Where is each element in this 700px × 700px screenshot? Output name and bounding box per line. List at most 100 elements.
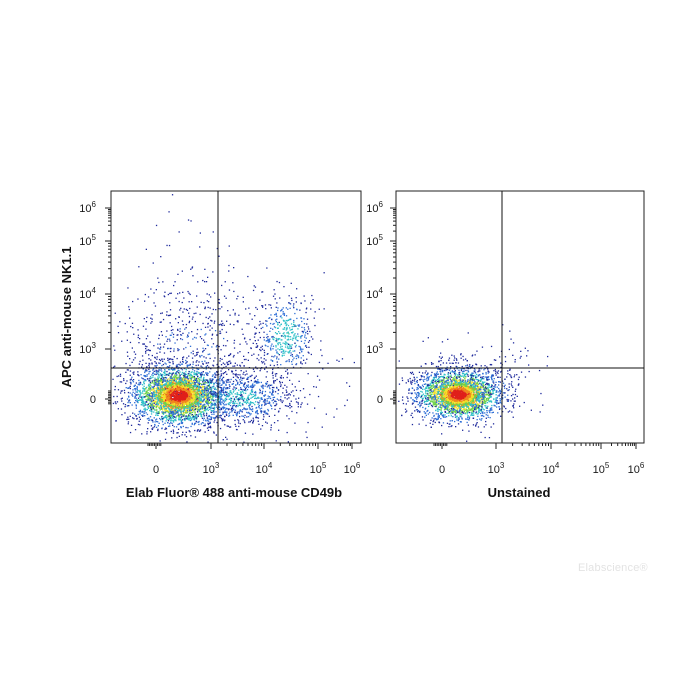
left-event-point <box>220 388 223 390</box>
left-event-point <box>206 400 208 402</box>
left-event-point <box>204 424 206 427</box>
left-event-point <box>242 333 244 335</box>
left-event-point <box>175 297 177 299</box>
left-event-point <box>216 396 218 398</box>
left-event-point <box>278 358 280 360</box>
left-event-point <box>188 383 190 385</box>
left-event-point <box>167 347 169 350</box>
left-event-point <box>348 385 351 387</box>
left-event-point <box>307 341 310 343</box>
left-event-point <box>146 401 148 403</box>
left-event-point <box>207 344 209 347</box>
left-event-point <box>242 373 244 375</box>
left-event-point <box>160 376 163 378</box>
left-event-point <box>173 377 175 379</box>
left-event-point <box>160 401 162 404</box>
left-event-point <box>230 392 232 394</box>
left-event-point <box>305 311 307 314</box>
left-event-point <box>187 398 189 401</box>
left-event-point <box>245 341 247 343</box>
left-event-point <box>208 418 211 420</box>
left-event-point <box>292 337 294 339</box>
left-event-point <box>219 332 221 335</box>
left-event-point <box>191 357 194 359</box>
left-event-point <box>144 375 146 377</box>
left-event-point <box>166 407 168 410</box>
left-event-point <box>206 397 208 399</box>
left-event-point <box>119 381 121 383</box>
left-event-point <box>213 385 215 387</box>
left-event-point <box>169 377 172 379</box>
left-event-point <box>309 393 311 396</box>
left-event-point <box>237 404 239 406</box>
left-event-point <box>150 408 152 411</box>
left-event-point <box>304 339 306 342</box>
left-event-point <box>283 334 286 336</box>
left-event-point <box>154 305 157 307</box>
left-event-point <box>300 347 302 350</box>
left-event-point <box>207 372 209 375</box>
left-event-point <box>198 383 200 385</box>
left-event-point <box>158 411 160 413</box>
left-event-point <box>186 395 189 397</box>
left-event-point <box>199 386 201 388</box>
left-event-point <box>245 408 247 411</box>
left-event-point <box>169 393 171 396</box>
left-event-point <box>263 411 265 413</box>
left-event-point <box>190 220 192 222</box>
left-event-point <box>195 397 197 399</box>
left-event-point <box>196 295 198 297</box>
left-event-point <box>220 323 222 325</box>
left-event-point <box>346 399 348 401</box>
left-event-point <box>213 403 215 405</box>
left-event-point <box>256 417 258 419</box>
left-event-point <box>177 423 179 426</box>
left-event-point <box>179 404 181 406</box>
left-event-point <box>194 408 196 410</box>
left-event-point <box>148 358 150 360</box>
left-event-point <box>268 339 270 341</box>
left-event-point <box>294 350 296 352</box>
left-event-point <box>267 341 270 343</box>
left-event-point <box>182 356 185 358</box>
left-event-point <box>150 395 152 398</box>
left-event-point <box>277 338 280 340</box>
left-event-point <box>166 378 169 381</box>
left-event-point <box>144 388 146 390</box>
left-event-point <box>262 390 264 392</box>
left-event-point <box>178 300 180 303</box>
left-event-point <box>205 362 207 364</box>
left-event-point <box>243 407 245 409</box>
left-event-point <box>207 441 209 443</box>
left-event-point <box>190 394 192 397</box>
left-event-point <box>239 409 241 411</box>
left-event-point <box>221 368 223 370</box>
left-event-point <box>279 382 281 384</box>
left-event-point <box>161 334 163 336</box>
left-event-point <box>162 374 164 376</box>
left-event-point <box>140 374 142 376</box>
left-event-point <box>200 379 202 381</box>
left-event-point <box>204 394 207 396</box>
left-event-point <box>251 354 253 356</box>
left-event-point <box>210 392 212 394</box>
left-event-point <box>293 303 295 305</box>
left-event-point <box>234 411 236 413</box>
left-event-point <box>276 302 278 304</box>
left-event-point <box>261 305 263 307</box>
left-event-point <box>170 398 173 401</box>
left-event-point <box>288 336 290 338</box>
left-event-point <box>191 301 193 303</box>
left-event-point <box>226 320 228 322</box>
left-event-point <box>288 393 290 395</box>
left-event-point <box>156 420 158 423</box>
left-event-point <box>135 397 137 399</box>
left-event-point <box>242 301 244 303</box>
left-event-point <box>275 321 277 323</box>
left-event-point <box>296 309 298 311</box>
left-event-point <box>202 383 204 385</box>
left-event-point <box>164 401 166 403</box>
left-event-point <box>282 333 284 335</box>
left-event-point <box>150 317 152 319</box>
left-event-point <box>146 418 149 420</box>
